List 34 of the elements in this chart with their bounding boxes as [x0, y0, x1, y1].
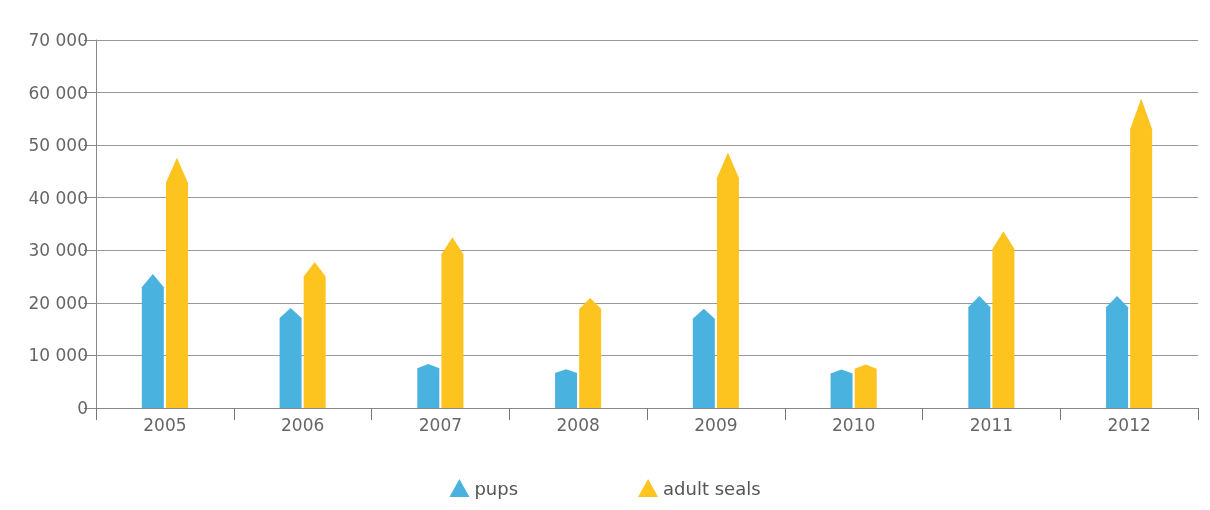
- y-tick-label: 40 000: [28, 187, 88, 208]
- bar: [165, 157, 188, 409]
- x-tick-label: 2009: [694, 414, 738, 435]
- bar: [141, 273, 164, 408]
- bar: [692, 308, 715, 408]
- bar: [555, 369, 578, 408]
- y-tick-label: 60 000: [28, 82, 88, 103]
- legend-label: adult seals: [663, 477, 761, 499]
- bar: [279, 308, 302, 409]
- legend-label: pups: [474, 477, 519, 499]
- bar: [1130, 98, 1153, 408]
- x-tick-label: 2005: [143, 414, 187, 435]
- x-tick-label: 2010: [831, 414, 876, 435]
- x-tick-label: 2006: [280, 414, 325, 435]
- bar: [579, 298, 602, 409]
- x-tick-label: 2011: [969, 414, 1014, 435]
- bar: [968, 296, 991, 409]
- y-tick-label: 70 000: [28, 30, 88, 50]
- x-tick-label: 2007: [418, 414, 463, 435]
- bar: [1106, 296, 1129, 409]
- y-tick-label: 20 000: [28, 292, 88, 313]
- bar: [992, 231, 1015, 409]
- bar: [854, 364, 877, 408]
- bar: [417, 363, 440, 408]
- bar: [441, 237, 464, 408]
- bar: [716, 152, 739, 409]
- bar: [830, 369, 853, 409]
- bar: [303, 261, 326, 408]
- y-tick-label: 30 000: [28, 240, 88, 261]
- y-tick-label: 50 000: [28, 135, 88, 156]
- x-tick-label: 2012: [1107, 414, 1151, 435]
- y-tick-label: 0: [77, 398, 88, 418]
- x-tick-label: 2008: [556, 414, 600, 435]
- y-tick-label: 10 000: [28, 345, 88, 366]
